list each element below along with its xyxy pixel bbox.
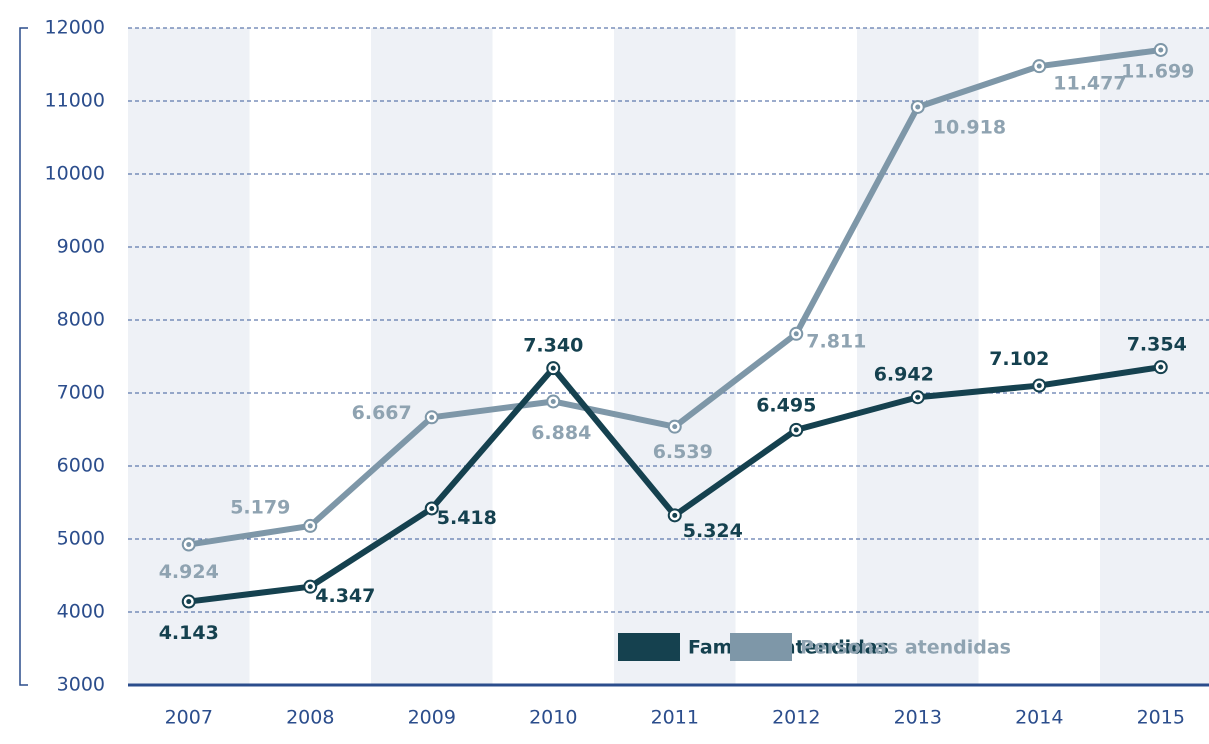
x-tick-label: 2015 bbox=[1137, 707, 1185, 729]
x-tick-label: 2011 bbox=[651, 707, 699, 729]
point-dot bbox=[672, 512, 678, 518]
value-label: 6.884 bbox=[531, 422, 591, 444]
point-dot bbox=[307, 523, 313, 529]
y-tick-label: 12000 bbox=[45, 17, 105, 39]
point-dot bbox=[550, 365, 556, 371]
point-dot bbox=[186, 599, 192, 605]
value-label: 5.418 bbox=[437, 507, 497, 529]
legend-swatch bbox=[618, 633, 680, 661]
value-label: 7.340 bbox=[523, 335, 583, 357]
value-label: 4.143 bbox=[159, 622, 219, 644]
value-label: 5.179 bbox=[230, 496, 290, 518]
value-label: 6.539 bbox=[653, 441, 713, 463]
point-dot bbox=[1158, 47, 1164, 53]
value-label: 11.699 bbox=[1121, 60, 1194, 82]
value-label: 7.354 bbox=[1127, 334, 1187, 356]
value-label: 6.667 bbox=[352, 402, 412, 424]
value-label: 4.347 bbox=[315, 585, 375, 607]
background bbox=[128, 28, 1209, 685]
y-tick-label: 11000 bbox=[45, 90, 105, 112]
y-tick-label: 4000 bbox=[57, 601, 105, 623]
y-tick-label: 7000 bbox=[57, 382, 105, 404]
x-tick-label: 2013 bbox=[894, 707, 942, 729]
column-band bbox=[1100, 28, 1209, 685]
point-dot bbox=[186, 542, 192, 548]
point-dot bbox=[429, 505, 435, 511]
point-dot bbox=[550, 398, 556, 404]
value-label: 10.918 bbox=[933, 116, 1006, 138]
value-label: 4.924 bbox=[159, 561, 219, 583]
value-label: 11.477 bbox=[1053, 73, 1126, 95]
value-label: 5.324 bbox=[683, 520, 743, 542]
point-dot bbox=[915, 104, 921, 110]
point-dot bbox=[429, 414, 435, 420]
x-tick-label: 2010 bbox=[529, 707, 577, 729]
point-dot bbox=[1036, 63, 1042, 69]
axis-bracket bbox=[19, 27, 28, 686]
y-tick-label: 9000 bbox=[57, 236, 105, 258]
x-tick-label: 2008 bbox=[286, 707, 334, 729]
column-band bbox=[614, 28, 736, 685]
legend-swatch bbox=[730, 633, 792, 661]
y-tick-label: 10000 bbox=[45, 163, 105, 185]
y-tick-label: 8000 bbox=[57, 309, 105, 331]
value-label: 7.102 bbox=[989, 348, 1049, 370]
y-tick-label: 6000 bbox=[57, 455, 105, 477]
legend-label: Personas atendidas bbox=[800, 637, 1011, 659]
point-dot bbox=[1036, 383, 1042, 389]
point-dot bbox=[915, 394, 921, 400]
point-dot bbox=[1158, 364, 1164, 370]
point-dot bbox=[793, 331, 799, 337]
x-tick-label: 2012 bbox=[772, 707, 820, 729]
x-tick-label: 2014 bbox=[1015, 707, 1063, 729]
x-tick-label: 2009 bbox=[408, 707, 456, 729]
point-dot bbox=[793, 427, 799, 433]
value-label: 6.495 bbox=[756, 394, 816, 416]
value-label: 6.942 bbox=[874, 364, 934, 386]
column-band bbox=[128, 28, 250, 685]
point-dot bbox=[672, 424, 678, 430]
value-label: 7.811 bbox=[806, 330, 866, 352]
y-tick-label: 3000 bbox=[57, 674, 105, 696]
column-band bbox=[371, 28, 493, 685]
x-tick-label: 2007 bbox=[165, 707, 213, 729]
y-tick-label: 5000 bbox=[57, 528, 105, 550]
column-band bbox=[857, 28, 979, 685]
point-dot bbox=[307, 584, 313, 590]
